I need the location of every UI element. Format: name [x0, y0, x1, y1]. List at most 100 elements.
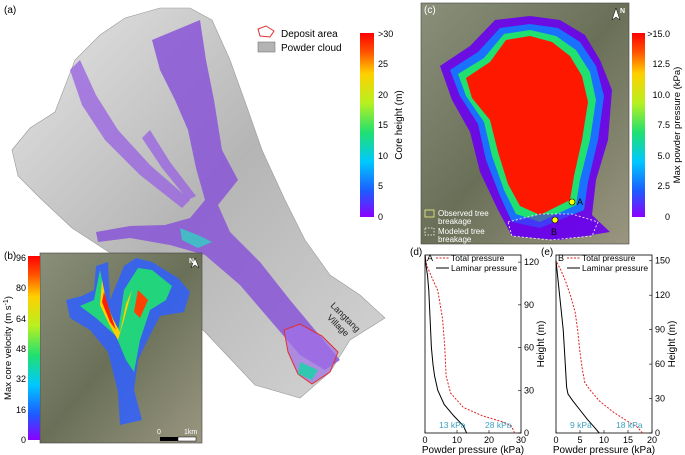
colorbar-tick: 10.0 [652, 90, 670, 100]
colorbar-tick: 25 [378, 59, 388, 69]
colorbar-tick: 80 [16, 283, 26, 293]
series-line [424, 254, 468, 434]
panel-c-legend: Observed tree breakage Modeled tree brea… [424, 209, 489, 244]
y-tick-label: 0 [524, 428, 529, 438]
series-line [424, 254, 516, 434]
scale-bar-black [160, 437, 178, 441]
colorbar-tick: 10 [378, 151, 388, 161]
colorbar-tick: 5 [378, 181, 383, 191]
y-tick-label: 30 [655, 394, 665, 404]
colorbar-tick: >30 [378, 29, 393, 39]
north-label: N [620, 8, 625, 15]
y-tick-label: 120 [524, 257, 539, 267]
x-tick-label: 30 [516, 435, 526, 445]
plot-frame [555, 254, 653, 434]
velocity-field-peak [102, 292, 116, 330]
panel-label: (e) [541, 247, 553, 258]
point-label: B [558, 253, 564, 263]
core-flow-main [96, 20, 340, 370]
powder-legend-label: Powder cloud [281, 43, 342, 54]
colorbar-tick: 2.5 [657, 181, 670, 191]
y-tick-label: 120 [655, 290, 670, 300]
modeled-legend-swatch [424, 227, 435, 236]
legend-label: Total pressure [451, 253, 505, 263]
north-arrow-c: N [611, 7, 625, 21]
colorbar-title: Core height (m) [394, 90, 405, 159]
x-tick-label: 0 [422, 435, 427, 445]
series-line [555, 260, 600, 434]
x-tick-label: 15 [623, 435, 633, 445]
observed-legend-line1: Observed tree [438, 209, 489, 218]
scale-bar-left-label: 0 [157, 429, 161, 436]
x-axis-label: Powder pressure (kPa) [422, 445, 524, 455]
y-tick-label: 90 [524, 300, 534, 310]
legend-label: Laminar pressure [451, 263, 517, 273]
pressure-colorbar: >15.0 12.5 10.0 7.5 5.0 2.5 0 Max powder… [632, 29, 683, 222]
colorbar-ticks: >30 25 20 15 10 5 0 [378, 29, 393, 222]
x-tick-label: 20 [484, 435, 494, 445]
scale-bar-white [177, 436, 197, 442]
y-axis-label: Height (m) [536, 321, 547, 368]
core-flow-accent [180, 228, 212, 248]
x-axis-label: Powder pressure (kPa) [553, 445, 655, 455]
colorbar-title: Max core velocity (m s-1) [3, 296, 15, 400]
modeled-legend-line1: Modeled tree [438, 227, 485, 236]
powder-legend-swatch [257, 41, 276, 53]
point-b-label: B [551, 227, 557, 237]
colorbar-gradient [360, 33, 374, 217]
modeled-legend-line2: breakage [438, 235, 472, 244]
legend-label: Laminar pressure [582, 263, 648, 273]
colorbar-tick: 48 [16, 344, 26, 354]
pressure-field-red [466, 36, 588, 215]
annotation-laminar: 13 kPa [439, 420, 466, 430]
velocity-field-peak-2 [134, 290, 148, 318]
colorbar-tick: 20 [378, 90, 388, 100]
y-axis-label: Height (m) [667, 321, 678, 368]
x-tick-label: 5 [577, 435, 582, 445]
panel-c: (c) A B N Observed tree breakage Modeled… [420, 2, 683, 245]
observed-legend-swatch [424, 209, 435, 218]
y-tick-label: 60 [655, 359, 665, 369]
x-tick-label: 20 [647, 435, 657, 445]
colorbar-ticks: >15.0 12.5 10.0 7.5 5.0 2.5 0 [647, 29, 670, 222]
point-a-label: A [577, 197, 583, 207]
point-b-marker [551, 216, 559, 224]
scale-bar: 0 1km [157, 429, 197, 442]
y-tick-label: 90 [655, 325, 665, 335]
point-a-marker [568, 198, 576, 206]
series-line [555, 260, 643, 434]
north-arrow-b: N [189, 257, 200, 269]
panel-b-label: (b) [4, 251, 16, 262]
x-tick-label: 10 [599, 435, 609, 445]
colorbar-tick: 96 [16, 253, 26, 263]
colorbar-tick: 32 [16, 374, 26, 384]
annotation-total: 18 kPa [616, 420, 643, 430]
colorbar-tick: 64 [16, 314, 26, 324]
x-tick-label: 0 [553, 435, 558, 445]
colorbar-gradient [632, 33, 645, 217]
colorbar-tick: 15 [378, 120, 388, 130]
colorbar-title: Max powder pressure (kPa) [672, 67, 683, 184]
panel-a-legend: Deposit area Powder cloud [257, 25, 342, 54]
point-label: A [427, 253, 433, 263]
panel-label: (d) [410, 247, 422, 258]
modeled-tree-breakage-outline [507, 213, 599, 241]
plot-frame [424, 254, 522, 434]
colorbar-tick: 0 [21, 435, 26, 445]
colorbar-ticks: 96 80 64 48 32 16 0 [16, 253, 26, 445]
colorbar-tick: >15.0 [647, 29, 670, 39]
velocity-colorbar: 96 80 64 48 32 16 0 Max core velocity (m… [3, 253, 40, 445]
annotation-total: 28 kPa [485, 420, 512, 430]
panel-a-label: (a) [4, 5, 16, 16]
colorbar-tick: 0 [378, 212, 383, 222]
north-label: N [189, 258, 194, 265]
north-arrow-icon [190, 257, 200, 269]
y-tick-label: 0 [655, 428, 660, 438]
colorbar-tick: 12.5 [652, 59, 670, 69]
observed-legend-line2: breakage [438, 217, 472, 226]
y-tick-label: 30 [524, 385, 534, 395]
panel-c-label: (c) [424, 5, 436, 16]
scale-bar-right-label: 1km [184, 429, 197, 436]
